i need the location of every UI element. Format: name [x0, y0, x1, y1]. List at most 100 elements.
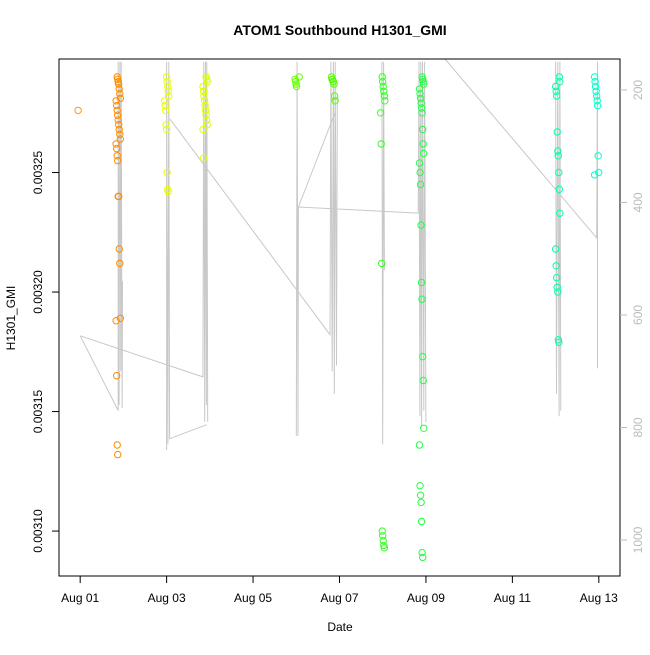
data-point: [114, 450, 122, 459]
data-point: [594, 101, 602, 110]
data-point: [295, 73, 303, 81]
data-point: [380, 92, 388, 100]
data-point: [415, 85, 424, 93]
y2-tick-label: 400: [631, 192, 645, 212]
data-point: [115, 121, 123, 129]
data-point: [199, 82, 207, 91]
plot-frame: [58, 58, 621, 577]
data-point: [112, 97, 120, 105]
data-point: [113, 441, 121, 449]
data-point: [164, 188, 172, 196]
depth-trace-path: [166, 61, 207, 450]
data-point: [555, 338, 563, 346]
data-point: [380, 544, 388, 552]
data-point: [292, 82, 301, 91]
data-point: [165, 92, 173, 100]
data-point: [378, 259, 386, 268]
data-point: [381, 97, 389, 105]
data-point: [115, 125, 123, 134]
data-point: [416, 482, 424, 490]
data-point: [554, 147, 562, 155]
data-point: [379, 536, 387, 545]
data-point: [112, 317, 120, 325]
y2-tick-label: 800: [631, 417, 645, 437]
data-point: [417, 104, 426, 112]
data-point: [113, 106, 121, 115]
data-point: [555, 185, 563, 194]
data-point: [199, 125, 207, 134]
data-points: [74, 73, 603, 562]
data-point: [115, 85, 123, 93]
depth-trace-path: [169, 61, 338, 394]
data-point: [555, 73, 563, 81]
y2-tick-label: 600: [631, 305, 645, 325]
data-point: [553, 128, 561, 136]
data-point: [330, 92, 339, 100]
x-axis-label: Date: [327, 620, 353, 634]
depth-trace-path: [295, 61, 427, 436]
y-tick-label: 0.00320: [31, 270, 45, 314]
x-tick-label: Aug 07: [320, 591, 358, 605]
data-point: [116, 130, 124, 139]
data-point: [556, 209, 564, 217]
data-point: [199, 154, 208, 162]
data-point: [595, 168, 603, 177]
x-axis: Aug 01 Aug 03 Aug 05 Aug 07 Aug 09 Aug 11 Aug …: [61, 576, 618, 605]
data-point: [555, 168, 563, 177]
depth-trace-path: [80, 61, 209, 422]
data-point: [552, 245, 560, 253]
data-point: [163, 78, 171, 86]
data-point: [590, 73, 599, 81]
data-point: [417, 99, 425, 107]
data-point: [419, 125, 427, 134]
data-point: [160, 97, 169, 105]
data-point: [116, 135, 125, 143]
data-point: [553, 283, 561, 291]
data-point: [378, 73, 386, 81]
data-point: [113, 152, 121, 160]
data-point: [416, 90, 424, 98]
data-point: [552, 262, 560, 270]
data-point: [114, 111, 122, 119]
data-point: [417, 517, 426, 526]
data-point: [417, 278, 426, 287]
depth-trace-path: [555, 61, 562, 417]
data-point: [416, 491, 425, 499]
data-point: [591, 78, 599, 86]
data-point: [593, 92, 601, 100]
y2-tick-label: 200: [631, 80, 645, 100]
data-point: [163, 168, 171, 177]
data-point: [592, 87, 600, 96]
data-point: [594, 152, 602, 160]
y2-axis-depth: 200 400 600 800 1000: [620, 80, 645, 553]
data-point: [419, 553, 427, 562]
data-point: [162, 125, 171, 134]
data-point: [420, 149, 428, 158]
data-point: [419, 352, 427, 361]
data-point: [74, 106, 82, 115]
data-point: [161, 106, 170, 115]
x-tick-label: Aug 09: [407, 591, 445, 605]
data-point: [416, 180, 425, 189]
data-point: [552, 87, 560, 96]
data-point: [556, 78, 564, 86]
data-point: [202, 111, 210, 119]
y2-tick-label: 1000: [631, 526, 645, 553]
data-point: [164, 82, 172, 91]
data-point: [415, 159, 424, 167]
data-point: [116, 94, 125, 103]
data-point: [200, 92, 208, 100]
data-point: [379, 82, 387, 91]
data-point: [554, 152, 562, 160]
data-point: [114, 156, 122, 165]
y-tick-label: 0.00310: [31, 509, 45, 553]
data-point: [418, 295, 426, 303]
data-point: [590, 171, 599, 179]
data-point: [379, 532, 387, 540]
data-point: [416, 94, 425, 103]
data-point: [419, 140, 427, 148]
data-point: [112, 140, 120, 148]
data-point: [113, 372, 121, 380]
depth-trace-lines: [79, 58, 598, 450]
